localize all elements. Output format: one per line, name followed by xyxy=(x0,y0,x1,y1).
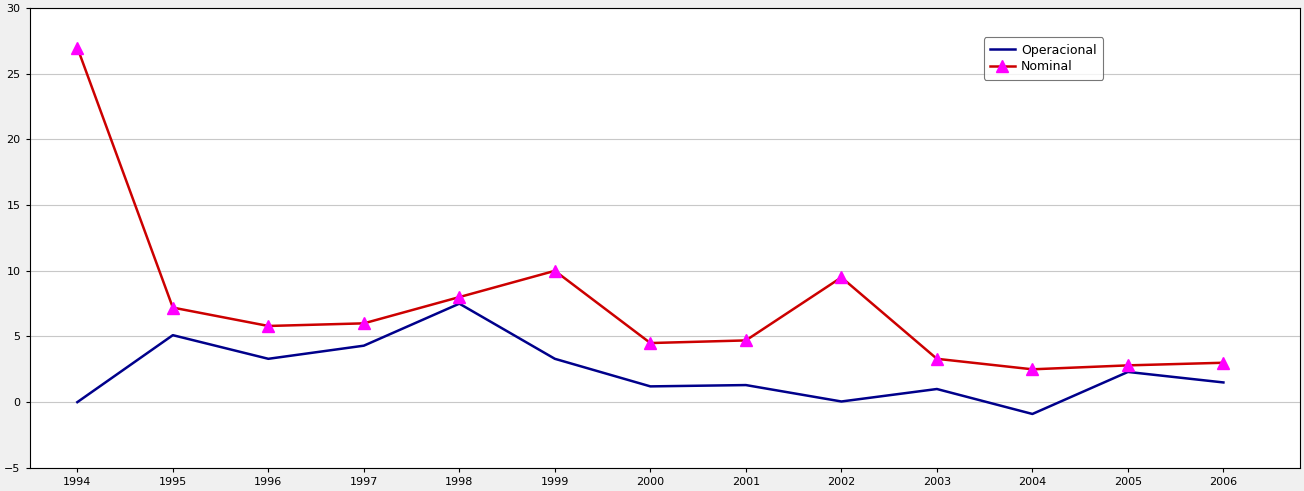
Operacional xyxy=(166,332,181,338)
Legend: Operacional, Nominal: Operacional, Nominal xyxy=(983,37,1103,80)
Operacional xyxy=(1215,380,1231,385)
Operacional xyxy=(451,300,467,306)
Nominal xyxy=(1215,360,1231,366)
Nominal xyxy=(928,356,944,362)
Nominal xyxy=(356,321,372,327)
Operacional xyxy=(261,356,276,362)
Nominal xyxy=(69,45,85,51)
Operacional xyxy=(548,356,563,362)
Nominal xyxy=(1120,362,1136,368)
Nominal xyxy=(166,304,181,310)
Operacional xyxy=(1025,411,1041,417)
Nominal xyxy=(451,294,467,300)
Operacional xyxy=(738,382,754,388)
Nominal xyxy=(1025,366,1041,372)
Nominal xyxy=(833,274,849,280)
Operacional xyxy=(69,399,85,405)
Nominal xyxy=(548,268,563,274)
Line: Nominal: Nominal xyxy=(72,42,1228,375)
Nominal xyxy=(738,337,754,343)
Nominal xyxy=(261,323,276,329)
Operacional xyxy=(1120,369,1136,375)
Operacional xyxy=(928,386,944,392)
Nominal xyxy=(643,340,659,346)
Operacional xyxy=(643,383,659,389)
Operacional xyxy=(833,399,849,405)
Line: Operacional: Operacional xyxy=(77,303,1223,414)
Operacional xyxy=(356,343,372,349)
